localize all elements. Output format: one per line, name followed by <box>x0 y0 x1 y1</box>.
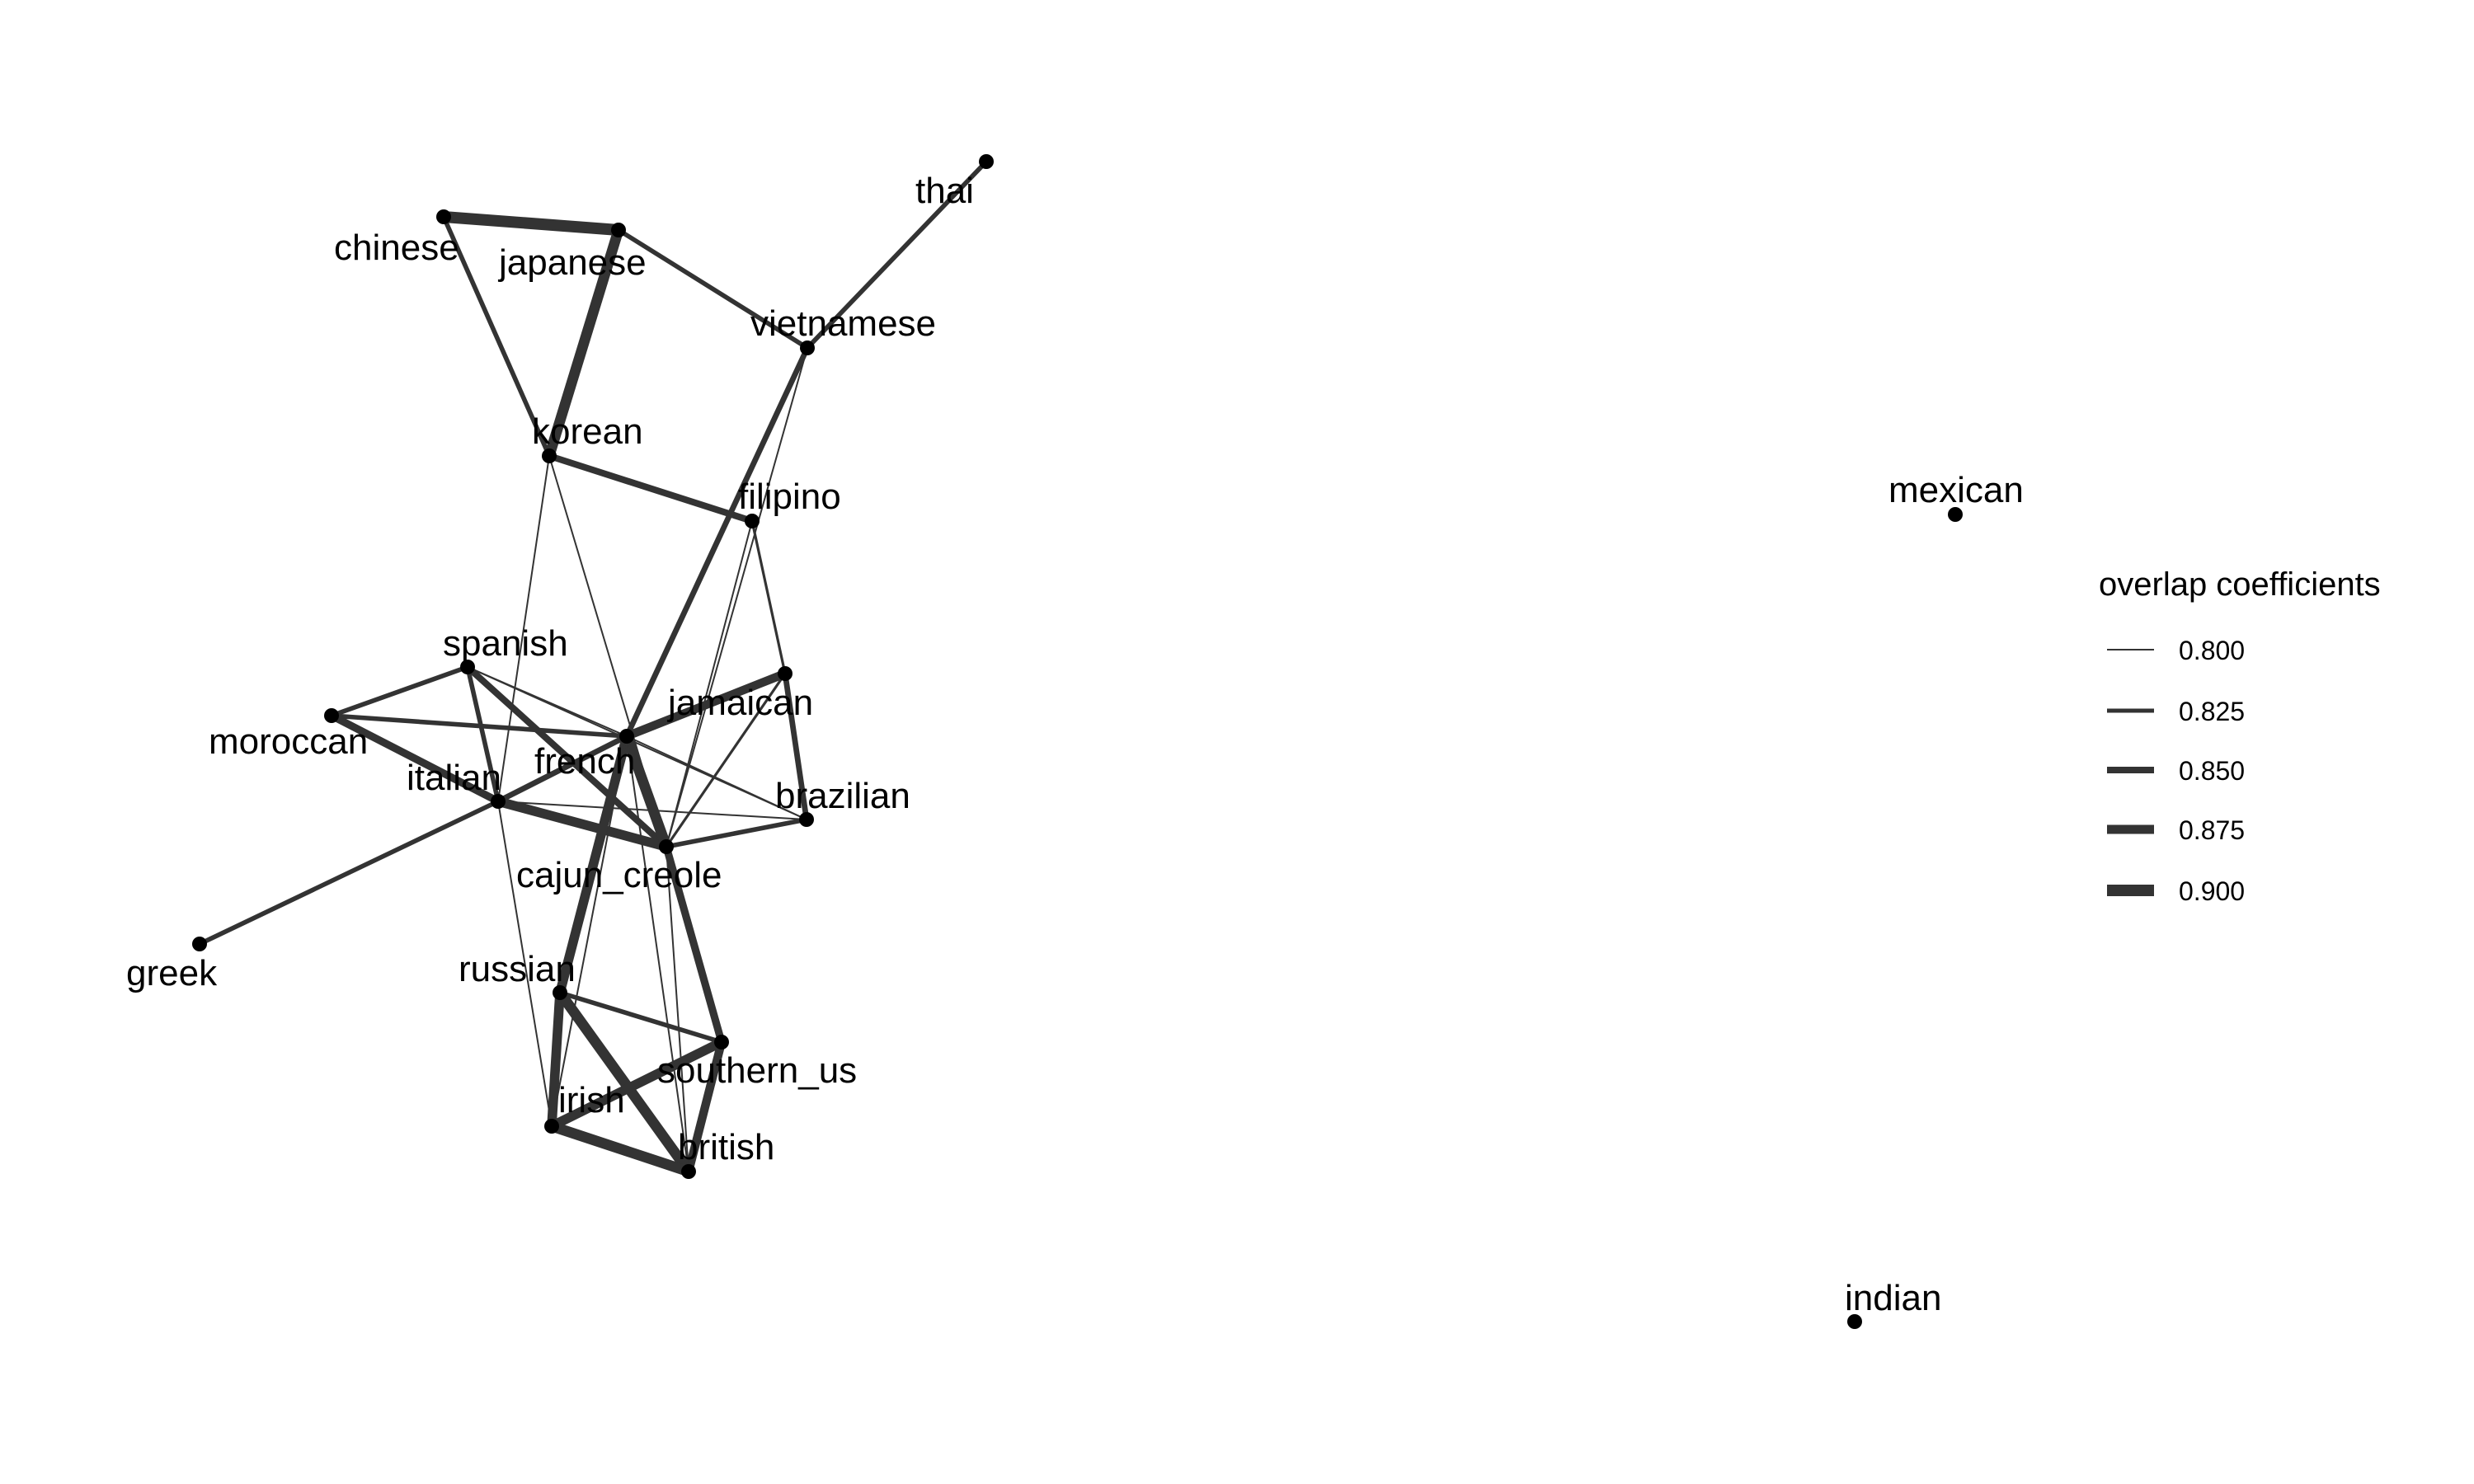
node-label-southern_us: southern_us <box>657 1050 857 1091</box>
node-label-british: british <box>678 1127 774 1167</box>
node-label-cajun_creole: cajun_creole <box>516 855 722 895</box>
edge-spanish-moroccan <box>331 665 468 718</box>
edge-korean-italian <box>497 455 550 802</box>
edge-italian-irish <box>497 801 553 1127</box>
node-spanish <box>460 660 475 674</box>
node-brazilian <box>799 812 814 827</box>
edge-russian-southern_us <box>559 990 722 1045</box>
node-greek <box>192 937 207 951</box>
node-layer <box>192 154 1963 1329</box>
node-southern_us <box>714 1035 729 1050</box>
edge-russian-british <box>555 989 694 1175</box>
edge-jamaican-brazilian <box>782 673 810 820</box>
node-label-vietnamese: vietnamese <box>750 303 936 344</box>
node-cajun_creole <box>659 839 674 854</box>
edge-moroccan-french <box>331 713 628 739</box>
edge-filipino-cajun_creole <box>666 520 753 848</box>
edge-cajun_creole-southern_us <box>662 845 726 1044</box>
edge-irish-british <box>549 1120 691 1177</box>
edge-vietnamese-cajun_creole <box>666 347 808 848</box>
edge-layer <box>198 160 989 1177</box>
legend-label-4: 0.900 <box>2179 876 2245 906</box>
node-chinese <box>436 209 451 224</box>
edge-filipino-jamaican <box>750 520 787 674</box>
node-label-indian: indian <box>1845 1278 1941 1318</box>
node-jamaican <box>778 666 793 681</box>
edge-french-cajun_creole <box>621 734 672 849</box>
edge-french-brazilian <box>626 735 807 820</box>
edge-chinese-japanese <box>443 211 619 236</box>
edge-italian-french <box>496 733 628 805</box>
edge-thai-vietnamese <box>805 160 989 350</box>
edge-irish-southern_us <box>549 1037 724 1131</box>
node-filipino <box>745 514 760 528</box>
legend: overlap coefficients 0.800 0.825 0.850 0.87… <box>2099 566 2381 906</box>
edge-southern_us-british <box>684 1040 727 1173</box>
node-label-chinese: chinese <box>334 228 459 268</box>
edge-irish-french <box>551 735 628 1127</box>
edge-french-russian <box>555 735 632 994</box>
edge-japanese-korean <box>543 228 624 458</box>
node-label-jamaican: jamaican <box>666 683 813 723</box>
node-korean <box>542 448 557 463</box>
label-layer: thai chinese japanese vietnamese korean filip… <box>126 171 2024 1318</box>
node-label-thai: thai <box>915 171 974 211</box>
legend-label-0: 0.800 <box>2179 636 2245 665</box>
node-mexican <box>1948 507 1963 522</box>
node-french <box>619 729 634 744</box>
edge-british-french <box>626 735 689 1172</box>
node-label-japanese: japanese <box>497 242 647 283</box>
node-indian <box>1847 1314 1862 1329</box>
node-thai <box>979 154 994 169</box>
node-irish <box>544 1119 559 1134</box>
edge-chinese-korean <box>441 215 552 458</box>
edge-japanese-vietnamese <box>617 228 809 350</box>
legend-label-1: 0.825 <box>2179 697 2245 726</box>
legend-label-3: 0.875 <box>2179 815 2245 845</box>
node-label-russian: russian <box>459 949 576 989</box>
legend-items: 0.800 0.825 0.850 0.875 0.900 <box>2107 636 2245 906</box>
edge-jamaican-cajun_creole <box>665 673 787 848</box>
node-label-greek: greek <box>126 953 218 993</box>
edge-italian-cajun_creole <box>496 796 668 852</box>
edge-korean-filipino <box>548 453 754 524</box>
node-label-filipino: filipino <box>738 477 841 517</box>
node-label-spanish: spanish <box>443 623 568 664</box>
node-british <box>681 1164 696 1179</box>
edge-cajun_creole-british <box>666 846 689 1172</box>
edge-spanish-italian <box>465 666 501 802</box>
node-label-italian: italian <box>407 758 501 798</box>
edge-vietnamese-french <box>623 346 811 738</box>
node-label-french: french <box>534 741 635 782</box>
edge-italian-greek <box>198 799 500 946</box>
edge-cajun_creole-brazilian <box>666 817 807 849</box>
node-label-brazilian: brazilian <box>775 776 910 816</box>
node-vietnamese <box>800 340 815 355</box>
edge-spanish-cajun_creole <box>465 665 669 849</box>
node-italian <box>491 794 506 809</box>
edge-jamaican-french <box>625 669 787 740</box>
node-japanese <box>611 223 626 237</box>
node-label-irish: irish <box>558 1080 625 1120</box>
node-label-mexican: mexican <box>1888 470 2024 510</box>
node-label-moroccan: moroccan <box>209 721 368 762</box>
legend-label-2: 0.850 <box>2179 756 2245 786</box>
node-moroccan <box>324 708 339 723</box>
node-russian <box>553 985 567 1000</box>
edge-moroccan-italian <box>329 711 501 805</box>
node-label-korean: korean <box>532 411 643 452</box>
legend-title: overlap coefficients <box>2099 566 2381 603</box>
edge-russian-irish <box>547 992 565 1127</box>
